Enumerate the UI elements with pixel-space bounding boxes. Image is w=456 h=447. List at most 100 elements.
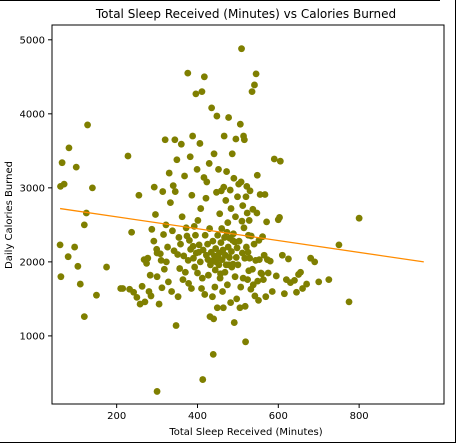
data-point: [204, 271, 212, 279]
data-point: [216, 210, 224, 218]
data-point: [233, 244, 241, 252]
data-point: [171, 188, 179, 195]
data-point: [80, 313, 88, 321]
data-point: [268, 288, 276, 295]
data-point: [253, 171, 261, 179]
data-point: [174, 251, 182, 258]
data-point: [157, 256, 165, 264]
data-point: [199, 246, 207, 254]
data-point: [266, 257, 274, 265]
y-axis-ticks: 1000 2000 3000 4000 5000: [20, 35, 52, 342]
data-point: [178, 213, 186, 221]
data-point: [189, 242, 197, 250]
data-point: [174, 293, 182, 301]
x-tick-label: 600: [269, 411, 288, 422]
data-point: [150, 237, 158, 245]
data-point: [213, 112, 221, 120]
data-point: [226, 254, 233, 261]
data-point: [250, 240, 258, 248]
data-point: [167, 199, 174, 207]
data-point: [293, 288, 300, 296]
data-point: [189, 132, 197, 140]
data-point: [325, 276, 333, 284]
data-point: [208, 104, 216, 112]
data-point: [230, 174, 238, 182]
data-point: [201, 231, 209, 239]
trend-line: [59, 207, 424, 263]
y-tick-label: 3000: [20, 183, 45, 194]
trendline-group: [59, 207, 424, 263]
data-point: [169, 227, 176, 235]
data-point: [240, 136, 248, 144]
data-point: [242, 338, 249, 346]
x-tick-label: 200: [107, 411, 126, 422]
data-point: [119, 285, 127, 292]
data-point: [168, 288, 176, 295]
data-point: [144, 254, 152, 262]
data-point: [241, 254, 249, 262]
data-point: [181, 172, 188, 180]
data-point: [264, 269, 272, 277]
x-tick-label: 400: [188, 411, 207, 422]
data-point: [175, 234, 183, 241]
data-point: [248, 88, 256, 96]
data-point: [156, 250, 164, 258]
data-point: [246, 187, 254, 195]
data-point: [209, 293, 216, 301]
data-point: [211, 283, 219, 291]
data-point: [146, 271, 154, 279]
data-point: [209, 237, 217, 245]
data-point: [60, 180, 68, 188]
data-point: [276, 214, 283, 221]
data-point: [231, 273, 239, 281]
data-point: [237, 178, 245, 186]
data-point: [214, 231, 222, 239]
data-point: [241, 302, 249, 310]
data-point: [181, 268, 189, 276]
data-point: [215, 165, 222, 173]
data-point: [148, 225, 156, 233]
data-point: [311, 258, 319, 266]
data-point: [246, 254, 254, 262]
data-point: [195, 241, 203, 249]
data-point: [159, 188, 167, 195]
data-point: [209, 351, 217, 358]
data-point: [262, 293, 270, 301]
data-point: [219, 304, 227, 312]
data-point: [223, 228, 231, 236]
data-point: [270, 155, 278, 163]
data-point: [198, 285, 205, 292]
data-point: [228, 248, 235, 255]
data-point: [89, 184, 96, 192]
data-point: [230, 319, 238, 326]
data-point: [130, 288, 138, 296]
data-point: [256, 191, 264, 198]
data-point: [223, 281, 231, 289]
data-point: [192, 231, 199, 239]
data-point: [227, 299, 235, 306]
data-point: [255, 296, 262, 304]
data-point: [93, 291, 100, 299]
data-point: [258, 270, 266, 278]
data-point: [211, 266, 219, 274]
data-point: [188, 285, 195, 292]
data-point: [215, 261, 223, 269]
data-point: [253, 209, 261, 217]
x-tick-label: 800: [350, 411, 369, 422]
data-point: [251, 81, 258, 89]
data-point: [217, 239, 225, 247]
data-point: [210, 315, 218, 323]
data-point: [193, 165, 201, 173]
data-point: [244, 276, 251, 284]
data-point: [335, 241, 343, 249]
data-point: [58, 159, 66, 167]
data-point: [84, 121, 91, 129]
data-point: [221, 268, 229, 276]
data-point: [152, 211, 159, 218]
data-point: [242, 193, 250, 201]
data-point: [133, 294, 141, 301]
data-point: [196, 258, 204, 266]
data-point: [155, 300, 163, 308]
y-tick-label: 5000: [20, 35, 45, 46]
